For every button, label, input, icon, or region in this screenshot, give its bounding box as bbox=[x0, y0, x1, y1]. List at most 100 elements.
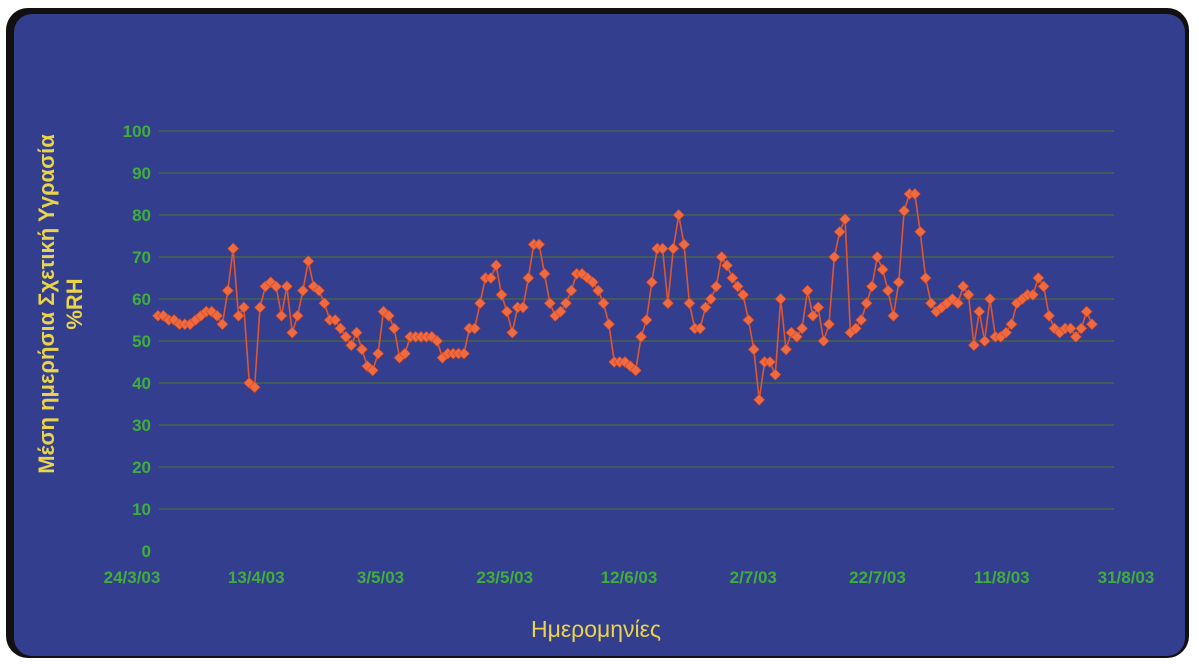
data-point-marker bbox=[500, 305, 513, 318]
data-point-marker bbox=[876, 263, 889, 276]
data-point-marker bbox=[914, 225, 927, 238]
data-point-marker bbox=[678, 238, 690, 251]
data-point-marker bbox=[474, 297, 486, 310]
data-point-marker bbox=[211, 309, 223, 322]
data-point-marker bbox=[372, 347, 385, 360]
data-point-marker bbox=[350, 326, 363, 339]
data-point-marker bbox=[721, 259, 733, 272]
data-point-marker bbox=[490, 259, 503, 272]
data-point-marker bbox=[839, 213, 852, 226]
data-point-marker bbox=[892, 276, 905, 289]
data-point-marker bbox=[398, 347, 411, 360]
data-point-marker bbox=[957, 280, 970, 293]
data-point-marker bbox=[506, 326, 519, 339]
data-point-marker bbox=[484, 272, 497, 284]
data-point-marker bbox=[645, 276, 658, 289]
y-tick-label: 90 bbox=[132, 164, 151, 183]
data-point-marker bbox=[764, 356, 776, 368]
data-point-marker bbox=[248, 381, 261, 394]
data-point-marker bbox=[747, 343, 760, 356]
data-point-marker bbox=[855, 314, 868, 326]
x-tick-label: 11/8/03 bbox=[974, 568, 1030, 587]
y-tick-label: 10 bbox=[132, 500, 151, 519]
data-point-marker bbox=[704, 293, 717, 305]
data-point-marker bbox=[919, 272, 932, 284]
data-point-marker bbox=[597, 297, 610, 310]
data-point-marker bbox=[216, 318, 229, 331]
data-point-marker bbox=[925, 297, 937, 310]
data-point-marker bbox=[882, 284, 894, 297]
data-point-marker bbox=[973, 305, 986, 318]
data-point-marker bbox=[796, 322, 809, 335]
data-point-marker bbox=[560, 297, 572, 310]
data-point-marker bbox=[366, 364, 379, 377]
data-point-marker bbox=[672, 209, 685, 221]
data-point-marker bbox=[275, 309, 288, 322]
data-point-marker bbox=[656, 242, 669, 255]
x-tick-label: 22/7/03 bbox=[849, 568, 906, 587]
x-tick-label: 12/6/03 bbox=[601, 568, 658, 587]
data-point-marker bbox=[302, 255, 315, 268]
x-tick-label: 23/5/03 bbox=[476, 568, 533, 587]
x-axis-ticks: 24/3/03 13/4/03 3/5/03 23/5/03 12/6/03 2/7/03… bbox=[104, 568, 1155, 587]
data-point-marker bbox=[221, 284, 234, 297]
data-point-marker bbox=[898, 204, 911, 217]
data-point-marker bbox=[517, 301, 529, 314]
data-point-marker bbox=[280, 280, 293, 293]
data-point-marker bbox=[543, 297, 556, 310]
data-point-marker bbox=[801, 284, 814, 297]
data-point-marker bbox=[962, 288, 975, 301]
data-point-marker bbox=[254, 301, 266, 314]
y-tick-label: 100 bbox=[123, 122, 151, 141]
y-axis-ticks: 0 10 20 30 40 50 60 70 80 90 100 bbox=[123, 122, 151, 561]
x-tick-label: 13/4/03 bbox=[228, 568, 285, 587]
data-point-marker bbox=[812, 301, 825, 314]
data-point-marker bbox=[334, 322, 347, 335]
data-point-marker bbox=[1080, 305, 1093, 318]
data-point-marker bbox=[1064, 322, 1077, 335]
series-layer bbox=[152, 188, 1098, 406]
data-point-marker bbox=[833, 225, 846, 238]
data-point-marker bbox=[694, 322, 707, 335]
data-point-marker bbox=[769, 368, 782, 381]
data-point-marker bbox=[291, 309, 304, 322]
data-point-marker bbox=[227, 242, 240, 255]
data-point-marker bbox=[849, 322, 862, 335]
data-point-marker bbox=[737, 288, 750, 301]
y-tick-label: 40 bbox=[132, 374, 151, 393]
y-axis-title-group: Μέση ημερήσια Σχετική Υγρασία bbox=[34, 134, 59, 474]
x-tick-label: 2/7/03 bbox=[730, 568, 777, 587]
data-point-marker bbox=[640, 314, 653, 326]
data-point-marker bbox=[967, 339, 980, 352]
data-point-marker bbox=[731, 280, 744, 293]
data-point-marker bbox=[1027, 288, 1039, 301]
data-point-marker bbox=[1069, 330, 1082, 343]
y-tick-label: 30 bbox=[132, 416, 151, 435]
data-point-marker bbox=[318, 297, 331, 310]
data-point-marker bbox=[382, 309, 395, 322]
data-point-marker bbox=[565, 284, 578, 297]
data-point-marker bbox=[286, 326, 299, 339]
data-point-marker bbox=[345, 339, 358, 352]
y-tick-label: 0 bbox=[142, 542, 151, 561]
data-point-marker bbox=[817, 335, 830, 347]
y-axis-unit: %RH bbox=[62, 278, 87, 329]
x-tick-label: 24/3/03 bbox=[104, 568, 161, 587]
data-point-marker bbox=[1043, 309, 1055, 322]
data-point-marker bbox=[683, 297, 696, 310]
data-point-marker bbox=[984, 293, 996, 305]
data-point-marker bbox=[699, 301, 712, 314]
data-point-marker bbox=[554, 305, 567, 318]
data-point-marker bbox=[823, 318, 835, 331]
data-point-marker bbox=[297, 284, 309, 297]
data-point-marker bbox=[662, 297, 674, 310]
data-point-marker bbox=[431, 335, 444, 347]
data-point-marker bbox=[710, 280, 723, 293]
data-point-marker bbox=[790, 330, 803, 343]
data-point-marker bbox=[602, 318, 615, 331]
data-point-marker bbox=[806, 309, 819, 322]
humidity-chart: 0 10 20 30 40 50 60 70 80 90 100 24/3/03 13/4/03 3/5… bbox=[34, 122, 1155, 642]
y-axis-unit-group: %RH bbox=[62, 278, 87, 329]
y-tick-label: 50 bbox=[132, 332, 151, 351]
data-point-marker bbox=[780, 343, 792, 356]
